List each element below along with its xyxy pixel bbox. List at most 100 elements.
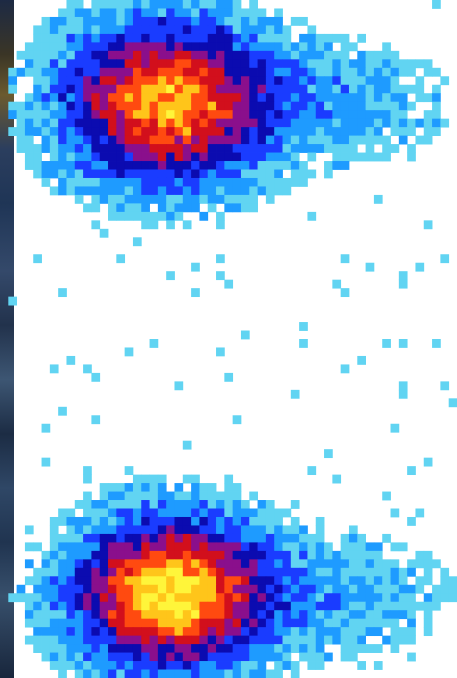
heatmap-cell (274, 135, 283, 145)
heatmap-cell (348, 93, 358, 103)
heatmap-cell (290, 152, 300, 162)
heatmap-cell (390, 423, 400, 433)
heatmap-cell (299, 550, 308, 560)
heatmap-cell (224, 533, 234, 543)
heatmap-cell (141, 194, 150, 204)
heatmap-cell (415, 84, 425, 94)
heatmap-cell (216, 152, 225, 162)
heatmap-cell (166, 67, 175, 77)
heatmap-cell (423, 567, 433, 577)
heatmap-cell (157, 118, 167, 128)
heatmap-cell (191, 152, 200, 162)
heatmap-cell (99, 8, 109, 18)
heatmap-cell (290, 542, 300, 552)
heatmap-cell (166, 601, 175, 611)
heatmap-cell (274, 533, 283, 543)
heatmap-cell (108, 500, 117, 509)
heatmap-cell (108, 542, 117, 552)
heatmap-cell (307, 42, 317, 52)
heatmap-cell (66, 101, 76, 111)
heatmap-cell (49, 364, 59, 374)
heatmap-cell (290, 161, 300, 170)
heatmap-cell (74, 618, 84, 628)
heatmap-cell (257, 669, 267, 678)
heatmap-cell (174, 508, 184, 518)
heatmap-cell (66, 652, 76, 662)
heatmap-cell (74, 152, 84, 162)
heatmap-cell (66, 601, 76, 611)
heatmap-cell (216, 161, 225, 170)
heatmap-cell (66, 42, 76, 52)
heatmap-cell (415, 59, 425, 69)
heatmap-cell (91, 500, 101, 509)
heatmap-cell (174, 42, 184, 52)
heatmap-cell (91, 415, 101, 425)
heatmap-cell (116, 669, 126, 678)
heatmap-cell (16, 101, 26, 111)
heatmap-cell (324, 559, 333, 569)
heatmap-cell (240, 186, 250, 196)
heatmap-cell (382, 339, 391, 348)
heatmap-cell (240, 33, 250, 43)
heatmap-cell (398, 59, 408, 69)
heatmap-cell (299, 110, 308, 120)
heatmap-cell (74, 661, 84, 670)
heatmap-cell (423, 220, 433, 230)
heatmap-cell (58, 25, 67, 35)
heatmap-cell (41, 550, 51, 560)
heatmap-cell (257, 59, 267, 69)
heatmap-cell (299, 601, 308, 611)
heatmap-cell (398, 339, 408, 348)
heatmap-cell (224, 567, 234, 577)
heatmap-cell (199, 110, 209, 120)
heatmap-cell (182, 93, 192, 103)
heatmap-cell (282, 144, 292, 153)
heatmap-cell (290, 84, 300, 94)
heatmap-cell (132, 84, 142, 94)
heatmap-cell (99, 0, 109, 9)
heatmap-cell (191, 161, 200, 170)
heatmap-cell (249, 627, 258, 637)
heatmap-cell (83, 550, 92, 560)
heatmap-cell (8, 110, 18, 120)
heatmap-cell (166, 135, 175, 145)
heatmap-cell (249, 669, 258, 678)
heatmap-cell (8, 67, 18, 77)
heatmap-cell (398, 584, 408, 594)
heatmap-cell (132, 67, 142, 77)
heatmap-cell (24, 59, 34, 69)
heatmap-cell (224, 618, 234, 628)
heatmap-cell (299, 42, 308, 52)
heatmap-cell (216, 118, 225, 128)
heatmap-cell (240, 50, 250, 60)
heatmap-cell (382, 584, 391, 594)
heatmap-cell (324, 93, 333, 103)
heatmap-cell (191, 610, 200, 620)
heatmap-cell (108, 491, 117, 501)
heatmap-cell (265, 652, 275, 662)
heatmap-cell (8, 84, 18, 94)
heatmap-cell (216, 610, 225, 620)
heatmap-cell (74, 50, 84, 60)
heatmap-cell (91, 101, 101, 111)
heatmap-cell (124, 525, 134, 535)
heatmap-cell (116, 110, 126, 120)
heatmap-cell (407, 584, 416, 594)
heatmap-cell (99, 177, 109, 187)
heatmap-cell (108, 169, 117, 179)
heatmap-cell (340, 542, 350, 552)
heatmap-cell (16, 118, 26, 128)
heatmap-cell (232, 516, 242, 526)
heatmap-cell (132, 542, 142, 552)
heatmap-cell (33, 161, 42, 170)
heatmap-cell (240, 567, 250, 577)
heatmap-cell (340, 127, 350, 137)
heatmap-cell (141, 550, 150, 560)
heatmap-cell (141, 118, 150, 128)
heatmap-cell (274, 652, 283, 662)
heatmap-cell (132, 194, 142, 204)
heatmap-cell (199, 508, 209, 518)
heatmap-cell (116, 67, 126, 77)
heatmap-cell (290, 76, 300, 86)
heatmap-cell (232, 584, 242, 594)
